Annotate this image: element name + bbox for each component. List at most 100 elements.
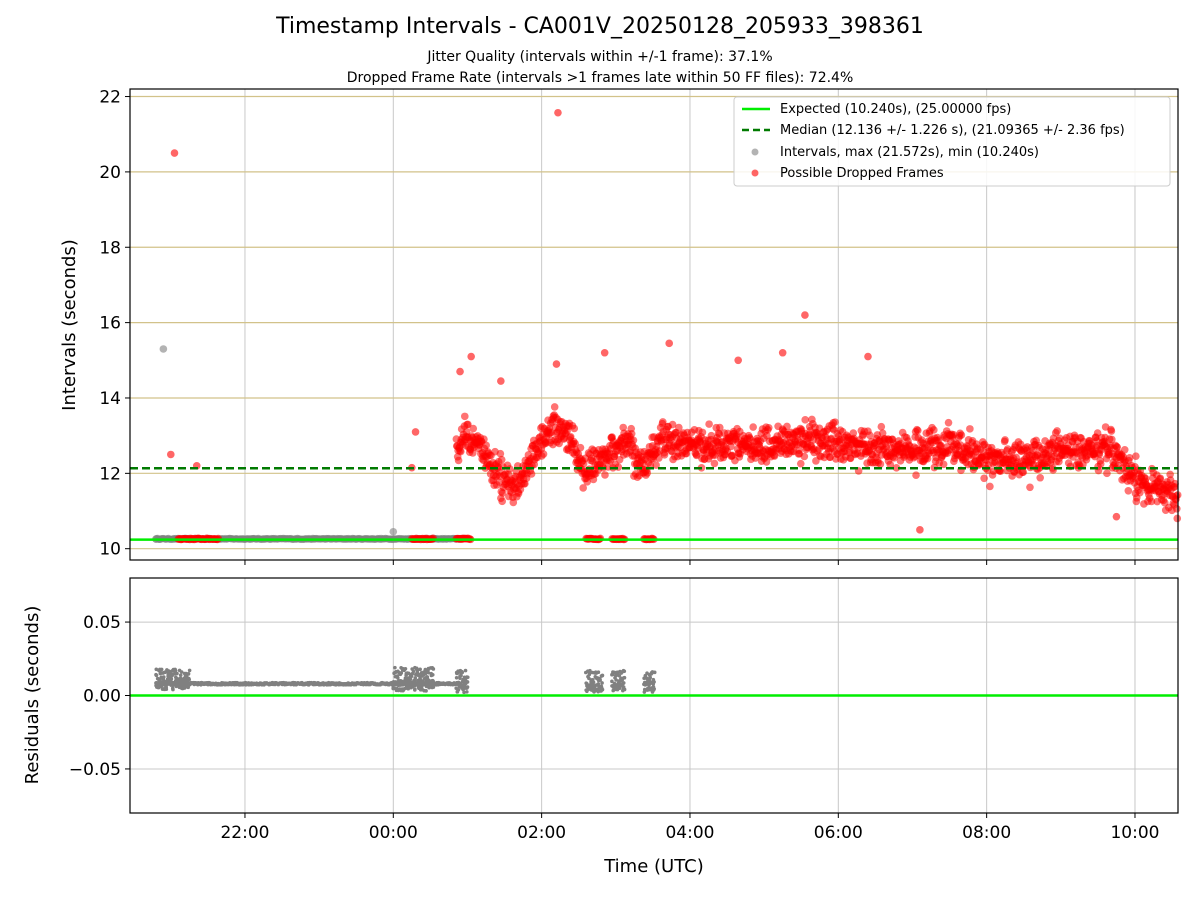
dropped-frame-point <box>849 429 858 437</box>
legend-dropped-marker <box>751 169 759 177</box>
residual-point <box>164 687 169 692</box>
dropped-frame-point <box>655 454 663 462</box>
dropped-frame-point <box>1171 479 1179 488</box>
dropped-frame-point <box>497 377 505 385</box>
top-x-ticks <box>244 560 1136 565</box>
dropped-frame-point <box>801 416 810 424</box>
dropped-frame-point <box>1107 427 1116 435</box>
interval-point <box>389 527 398 536</box>
residual-point <box>154 673 159 678</box>
dropped-frame-point <box>1173 514 1182 523</box>
dropped-frame-point <box>411 428 420 436</box>
dropped-frame-point <box>876 460 885 468</box>
dropped-frame-point <box>865 431 874 440</box>
dropped-frame-point <box>877 422 886 431</box>
residual-point <box>591 680 596 685</box>
residual-point <box>431 667 436 671</box>
residual-point <box>173 668 178 673</box>
residual-point <box>424 684 429 689</box>
top-y-tick-label: 16 <box>99 314 121 334</box>
residual-point <box>465 680 470 684</box>
residual-point <box>399 671 404 675</box>
dropped-frame-point <box>576 443 585 452</box>
top-y-tick-label: 12 <box>99 464 121 484</box>
x-tick-label: 04:00 <box>665 823 714 843</box>
dropped-frame-point <box>800 452 809 461</box>
residual-point <box>396 676 400 680</box>
residual-point <box>158 678 162 682</box>
legend-expected-label: Expected (10.240s), (25.00000 fps) <box>780 102 1011 117</box>
residual-point <box>430 673 435 677</box>
residual-point <box>431 685 436 689</box>
dropped-frame-point <box>1136 488 1144 497</box>
dropped-frame-point <box>812 457 820 465</box>
bottom-scatter-points <box>154 665 657 695</box>
dropped-frame-point <box>1036 473 1044 482</box>
dropped-frame-point <box>464 420 472 429</box>
dropped-frame-point <box>801 311 809 319</box>
residual-point <box>617 673 622 678</box>
residual-point <box>456 687 461 692</box>
residual-point <box>462 690 466 695</box>
dropped-frame-point <box>675 423 683 432</box>
x-tick-label: 08:00 <box>962 823 1011 843</box>
dropped-frame-point <box>619 423 628 432</box>
dropped-frame-point <box>600 348 609 357</box>
dropped-frame-point <box>1108 435 1116 444</box>
residual-point <box>622 687 627 692</box>
dropped-frame-point <box>552 360 561 368</box>
dropped-frame-point <box>497 455 506 464</box>
chart-subtitle-jitter: Jitter Quality (intervals within +/-1 fr… <box>427 49 773 65</box>
dropped-frame-point <box>707 431 716 440</box>
residual-point <box>652 670 657 675</box>
top-y-tick-label: 22 <box>99 88 121 108</box>
residual-point <box>187 683 191 687</box>
dropped-frame-point <box>482 441 490 450</box>
dropped-frame-point <box>629 436 638 445</box>
dropped-frame-point <box>480 435 488 443</box>
dropped-frame-point <box>1132 452 1140 460</box>
dropped-frame-point <box>1112 512 1121 521</box>
dropped-frame-point <box>705 420 713 428</box>
residual-point <box>415 668 420 672</box>
residual-point <box>600 681 604 685</box>
dropped-frame-point <box>1125 454 1134 462</box>
residual-point <box>179 670 184 674</box>
residual-point <box>622 675 627 680</box>
dropped-frame-point <box>550 403 559 411</box>
chart-title: Timestamp Intervals - CA001V_20250128_20… <box>276 14 924 39</box>
dropped-frame-point <box>912 471 920 480</box>
dropped-frame-point <box>583 478 591 486</box>
dropped-frame-point <box>643 469 652 477</box>
dropped-frame-point <box>1120 445 1129 454</box>
dropped-frame-point <box>596 534 605 543</box>
residual-point <box>403 667 408 671</box>
residual-point <box>164 682 169 687</box>
residual-point <box>600 673 605 678</box>
residual-point <box>418 667 422 672</box>
residual-point <box>588 668 592 673</box>
dropped-frame-point <box>796 459 805 468</box>
dropped-frame-point <box>166 450 175 459</box>
dropped-frame-point <box>601 471 609 479</box>
dropped-frame-point <box>498 497 506 506</box>
dropped-frame-point <box>826 453 834 461</box>
dropped-frame-point <box>762 458 771 466</box>
residual-point <box>431 679 435 684</box>
residual-point <box>465 685 470 689</box>
dropped-frame-point <box>698 428 707 437</box>
residual-point <box>622 669 627 674</box>
dropped-frame-point <box>783 422 791 431</box>
dropped-frame-point <box>831 418 839 426</box>
dropped-frame-point <box>1166 470 1174 479</box>
bottom-y-tick-label: 0.00 <box>83 687 121 707</box>
residual-point <box>393 665 397 670</box>
residual-point <box>596 670 601 675</box>
residual-point <box>417 673 422 678</box>
top-y-axis-label: Intervals (seconds) <box>59 239 80 411</box>
dropped-frame-point <box>1053 427 1061 435</box>
dropped-frame-point <box>579 484 587 492</box>
residual-point <box>161 675 166 679</box>
residual-point <box>170 686 175 690</box>
